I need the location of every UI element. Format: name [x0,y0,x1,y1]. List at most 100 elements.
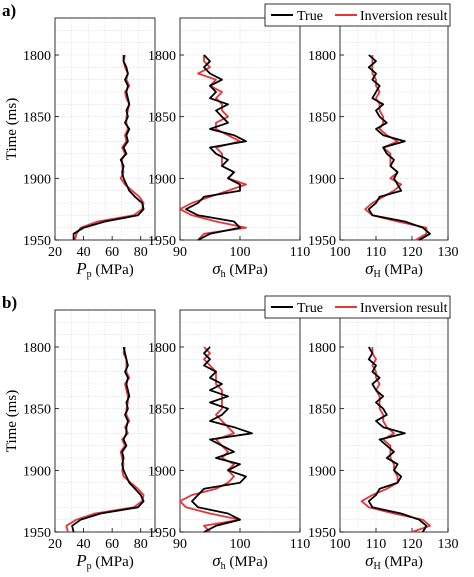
x-tick-label: 60 [105,245,119,260]
axes-frame [54,17,156,241]
y-tick-label: 1900 [148,172,176,187]
y-tick-label: 1850 [148,403,176,418]
legend-label-inversion: Inversion result [360,301,448,316]
y-tick-label: 1800 [23,49,51,64]
x-axis-label-symbol: σ [365,259,374,278]
x-axis-label-unit: (MPa) [226,554,268,570]
series-line-true [367,346,428,533]
y-tick-label: 1900 [148,464,176,479]
x-tick-label: 130 [438,537,459,552]
legend-label-true: True [297,301,323,316]
series-line-true [71,346,145,533]
x-axis-label: σH (MPa) [365,551,423,572]
x-axis-label-subscript: h [221,269,226,280]
legend: True Inversion result [264,3,451,27]
x-tick-label: 60 [105,537,119,552]
series-line-inversion [74,54,145,241]
x-tick-label: 110 [366,537,386,552]
x-axis-label: σh (MPa) [212,551,267,572]
x-axis-label-unit: (MPa) [381,554,423,570]
x-axis-label-subscript: h [221,561,226,572]
y-tick-label: 1850 [23,403,51,418]
x-tick-label: 100 [330,537,351,552]
series-line-true [191,346,253,533]
x-tick-label: 110 [290,245,310,260]
x-tick-label: 90 [173,537,187,552]
y-tick-label: 1950 [23,526,51,541]
y-tick-label: 1800 [308,341,336,356]
legend-box [264,295,451,319]
y-tick-label: 1900 [308,172,336,187]
y-tick-label: 1950 [308,526,336,541]
legend-box [264,3,451,27]
x-tick-label: 110 [290,537,310,552]
series-line-inversion [364,55,428,241]
y-tick-label: 1800 [148,49,176,64]
x-axis-label-unit: (MPa) [92,262,134,278]
x-tick-label: 80 [134,245,148,260]
grid [180,310,300,532]
x-tick-label: 130 [438,245,459,260]
y-tick-label: 1800 [308,49,336,64]
series-line-true [185,54,247,241]
y-tick-label: 1950 [148,526,176,541]
y-tick-label: 1800 [148,341,176,356]
x-tick-label: 40 [77,245,91,260]
x-axis-label: σh (MPa) [212,259,267,280]
x-axis-label-symbol: σ [365,551,374,570]
legend-label-inversion: Inversion result [360,9,448,24]
x-tick-label: 110 [366,245,386,260]
x-tick-label: 100 [330,245,351,260]
legend-label-true: True [297,9,323,24]
y-tick-label: 1850 [23,111,51,126]
panel-label: a) [2,1,16,20]
x-axis-label-subscript: p [87,269,92,280]
x-axis-label-symbol: P [75,551,86,570]
grid [340,18,448,240]
x-axis-label: Pp (MPa) [75,259,133,280]
y-tick-label: 1850 [308,403,336,418]
y-tick-label: 1950 [308,234,336,249]
y-tick-label: 1850 [148,111,176,126]
series-line-inversion [360,347,431,533]
x-tick-label: 100 [230,245,251,260]
y-tick-label: 1900 [23,464,51,479]
x-axis-label-unit: (MPa) [92,554,134,570]
x-axis-label-symbol: σ [212,259,221,278]
grid [180,18,300,240]
series-line-true [367,54,431,241]
y-tick-label: 1850 [308,111,336,126]
grid [55,18,155,240]
x-axis-label-unit: (MPa) [381,262,423,278]
x-tick-label: 90 [173,245,187,260]
x-tick-label: 20 [48,537,62,552]
panel-label: b) [2,293,17,312]
x-axis-label: σH (MPa) [365,259,423,280]
grid [55,310,155,532]
y-tick-label: 1800 [23,341,51,356]
y-axis-label: Time (ms) [4,98,20,160]
x-tick-label: 40 [77,537,91,552]
x-axis-label-subscript: H [374,269,381,280]
x-axis-label-symbol: P [75,259,86,278]
x-axis-label-subscript: p [87,561,92,572]
axes-frame [54,309,156,533]
x-tick-label: 120 [402,537,423,552]
x-tick-label: 120 [402,245,423,260]
y-tick-label: 1950 [148,234,176,249]
y-tick-label: 1900 [308,464,336,479]
x-tick-label: 20 [48,245,62,260]
y-tick-label: 1900 [23,172,51,187]
series-line-true [72,55,145,240]
y-tick-label: 1950 [23,234,51,249]
x-axis-label-subscript: H [374,561,381,572]
